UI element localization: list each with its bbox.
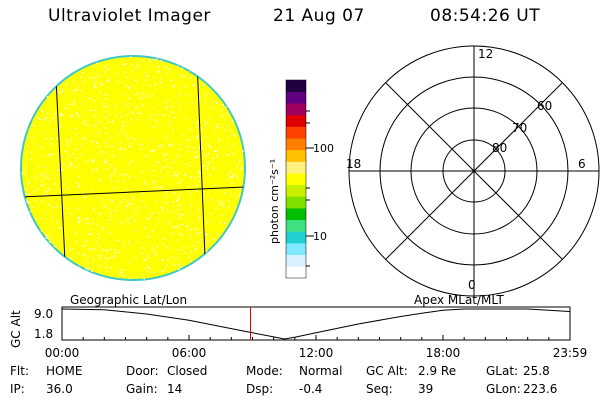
x-tick-label: 12:00 [299,346,334,360]
colorbar-segment [286,126,306,139]
info-value: Closed [167,364,208,378]
polar-panel-label: Apex MLat/MLT [414,293,504,307]
date-label: 21 Aug 07 [273,6,365,26]
mlt-label-6: 6 [578,157,586,171]
info-label: Seq: [366,382,393,396]
colorbar-segment [286,243,306,256]
longitude-line [196,59,207,280]
colorbar-segment [286,208,306,221]
x-tick-label: 18:00 [426,346,461,360]
colorbar-segment [286,219,306,232]
mlat-label-80: 80 [492,141,507,155]
colorbar-segment [286,114,306,127]
mlt-label-0: 0 [468,278,476,292]
y-tick-label: 1.8 [34,327,53,341]
info-label: GLon: [486,382,521,396]
orbit-altitude-plot: GC Alt 9.0 1.8 00:00 06:00 12:00 18:00 23:59 [9,306,588,360]
info-label: IP: [10,382,25,396]
colorbar-segment [286,173,306,186]
colorbar-segment [286,161,306,174]
info-label: GLat: [486,364,519,378]
colorbar-segment [286,184,306,197]
colorbar-segment [286,91,306,104]
colorbar-segment [286,103,306,116]
latitude-line [21,186,245,198]
longitude-line [54,57,67,280]
colorbar-tick-100: 100 [313,142,334,155]
info-value: 36.0 [46,382,73,396]
y-axis-label: GC Alt [9,310,23,348]
instrument-title: Ultraviolet Imager [48,6,211,26]
colorbar-segment [286,231,306,244]
info-label: Dsp: [246,382,274,396]
colorbar-segment [286,196,306,209]
colorbar-segment [286,138,306,151]
colorbar-tick-10: 10 [313,230,327,243]
geographic-image-disk [20,55,246,281]
info-label: Door: [126,364,159,378]
info-label: Gain: [126,382,158,396]
polar-grid [348,45,600,297]
info-label: Mode: [246,364,283,378]
info-value: 14 [167,382,183,396]
info-value: -0.4 [299,382,323,396]
info-value: 25.8 [523,364,550,378]
x-tick-label: 23:59 [553,346,588,360]
x-tick-label: 00:00 [45,346,80,360]
info-label: Flt: [10,364,29,378]
colorbar-segment [286,254,306,267]
info-value: HOME [46,364,83,378]
mlat-label-70: 70 [512,121,527,135]
info-value: Normal [299,364,343,378]
colorbar-unit-label: photon cm⁻²s⁻¹ [268,159,281,244]
colorbar: 100 10 photon cm⁻²s⁻¹ [268,79,334,279]
colorbar-segment [286,266,306,279]
time-label: 08:54:26 UT [430,6,541,26]
info-value: 39 [418,382,434,396]
info-value: 2.9 Re [418,364,457,378]
gc-alt-series [61,308,570,340]
colorbar-segment [286,80,306,92]
colorbar-segment [286,149,306,162]
geo-panel-label: Geographic Lat/Lon [70,293,187,307]
y-tick-label: 9.0 [34,307,53,321]
mlt-label-12: 12 [478,47,493,61]
mlt-label-18: 18 [346,157,361,171]
info-label: GC Alt: [366,364,408,378]
mlat-label-60: 60 [537,99,552,113]
x-tick-label: 06:00 [172,346,207,360]
info-value: 223.6 [523,382,558,396]
